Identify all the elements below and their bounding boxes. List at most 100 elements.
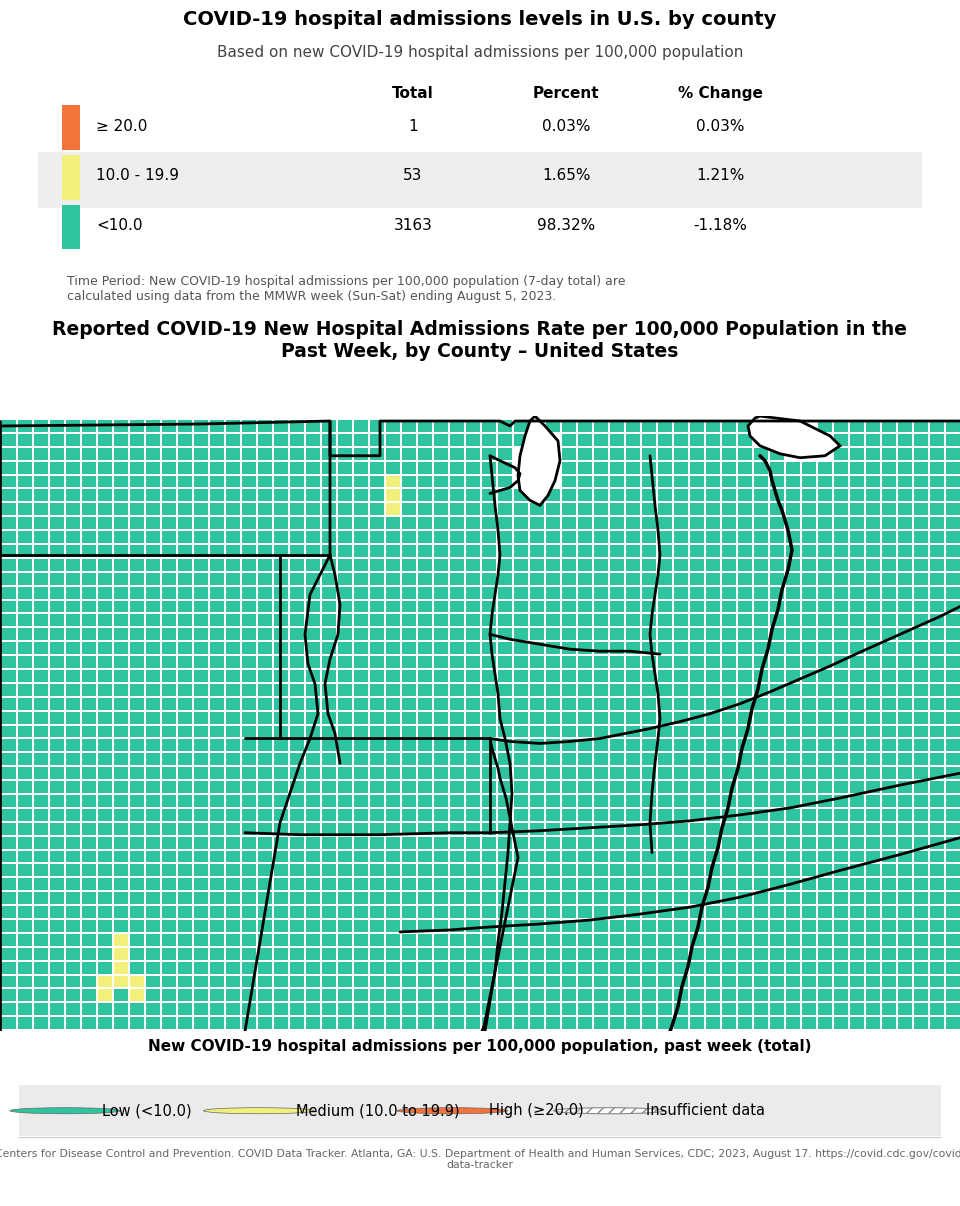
Bar: [194, 643, 208, 654]
Bar: [898, 517, 912, 529]
Bar: [754, 837, 768, 849]
Bar: [594, 628, 608, 640]
Bar: [690, 503, 704, 515]
Bar: [818, 545, 832, 557]
Bar: [434, 447, 448, 459]
Bar: [258, 989, 272, 1001]
Bar: [642, 961, 656, 973]
Bar: [322, 684, 336, 696]
Bar: [818, 712, 832, 724]
Bar: [706, 920, 720, 932]
Bar: [770, 892, 784, 904]
Bar: [98, 781, 112, 794]
Bar: [338, 517, 352, 529]
Bar: [882, 573, 896, 585]
Bar: [834, 475, 848, 487]
Bar: [530, 1017, 544, 1029]
Bar: [338, 671, 352, 681]
Bar: [2, 601, 16, 613]
Bar: [306, 586, 320, 598]
Bar: [754, 615, 768, 626]
Bar: [66, 558, 80, 570]
Bar: [818, 892, 832, 904]
Bar: [322, 615, 336, 626]
Bar: [482, 809, 496, 821]
Bar: [546, 989, 560, 1001]
Bar: [850, 615, 864, 626]
Bar: [306, 961, 320, 973]
Bar: [418, 558, 432, 570]
Bar: [18, 781, 32, 794]
Bar: [194, 462, 208, 474]
Bar: [130, 531, 144, 543]
Bar: [2, 822, 16, 835]
Bar: [130, 601, 144, 613]
Bar: [242, 462, 256, 474]
Bar: [866, 961, 880, 973]
Bar: [546, 837, 560, 849]
Bar: [146, 1017, 160, 1029]
Bar: [754, 878, 768, 890]
Bar: [402, 545, 416, 557]
Bar: [34, 865, 48, 877]
Bar: [546, 948, 560, 960]
Bar: [258, 643, 272, 654]
Bar: [738, 558, 752, 570]
Bar: [786, 878, 800, 890]
Bar: [626, 490, 640, 502]
Bar: [82, 767, 96, 779]
Bar: [818, 948, 832, 960]
Bar: [66, 878, 80, 890]
Bar: [338, 601, 352, 613]
Bar: [818, 781, 832, 794]
Bar: [434, 586, 448, 598]
Bar: [402, 892, 416, 904]
Bar: [578, 837, 592, 849]
Bar: [930, 781, 944, 794]
Bar: [226, 420, 240, 432]
Bar: [98, 989, 112, 1001]
Bar: [658, 586, 672, 598]
Bar: [834, 517, 848, 529]
Bar: [786, 906, 800, 918]
Bar: [2, 850, 16, 862]
Bar: [274, 1017, 288, 1029]
Bar: [290, 643, 304, 654]
Bar: [690, 656, 704, 668]
Bar: [178, 643, 192, 654]
Bar: [514, 656, 528, 668]
Bar: [258, 822, 272, 835]
Bar: [290, 490, 304, 502]
Bar: [770, 615, 784, 626]
Bar: [530, 643, 544, 654]
Bar: [562, 545, 576, 557]
Bar: [322, 781, 336, 794]
Bar: [82, 531, 96, 543]
Bar: [754, 976, 768, 988]
Bar: [786, 503, 800, 515]
Bar: [514, 698, 528, 709]
Bar: [290, 558, 304, 570]
Bar: [450, 961, 464, 973]
Bar: [370, 420, 384, 432]
Bar: [930, 837, 944, 849]
Bar: [146, 503, 160, 515]
Bar: [82, 976, 96, 988]
Bar: [818, 906, 832, 918]
Bar: [322, 490, 336, 502]
Bar: [546, 767, 560, 779]
Bar: [626, 865, 640, 877]
Bar: [50, 865, 64, 877]
Bar: [530, 545, 544, 557]
Bar: [130, 850, 144, 862]
Bar: [274, 920, 288, 932]
Bar: [610, 545, 624, 557]
Bar: [866, 698, 880, 709]
Bar: [162, 615, 176, 626]
Bar: [706, 1017, 720, 1029]
Bar: [290, 601, 304, 613]
Bar: [418, 920, 432, 932]
Bar: [866, 933, 880, 946]
Bar: [562, 948, 576, 960]
Bar: [482, 628, 496, 640]
